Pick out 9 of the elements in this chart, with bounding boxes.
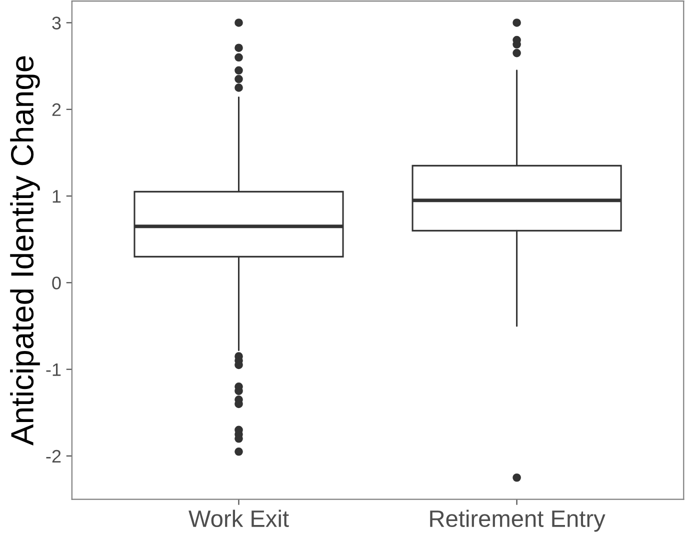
- x-tick-label: Retirement Entry: [430, 510, 606, 532]
- y-tick-label: -1: [46, 363, 61, 376]
- y-tick-label: 3: [52, 16, 61, 30]
- y-tick-label: 2: [52, 103, 61, 116]
- y-tick-label: 1: [52, 190, 61, 203]
- y-tick-label: -2: [46, 450, 61, 463]
- y-axis-title: Anticipated Identity Change: [10, 56, 40, 446]
- x-tick-label: Work Exit: [188, 510, 289, 528]
- y-tick-label: 0: [52, 276, 61, 290]
